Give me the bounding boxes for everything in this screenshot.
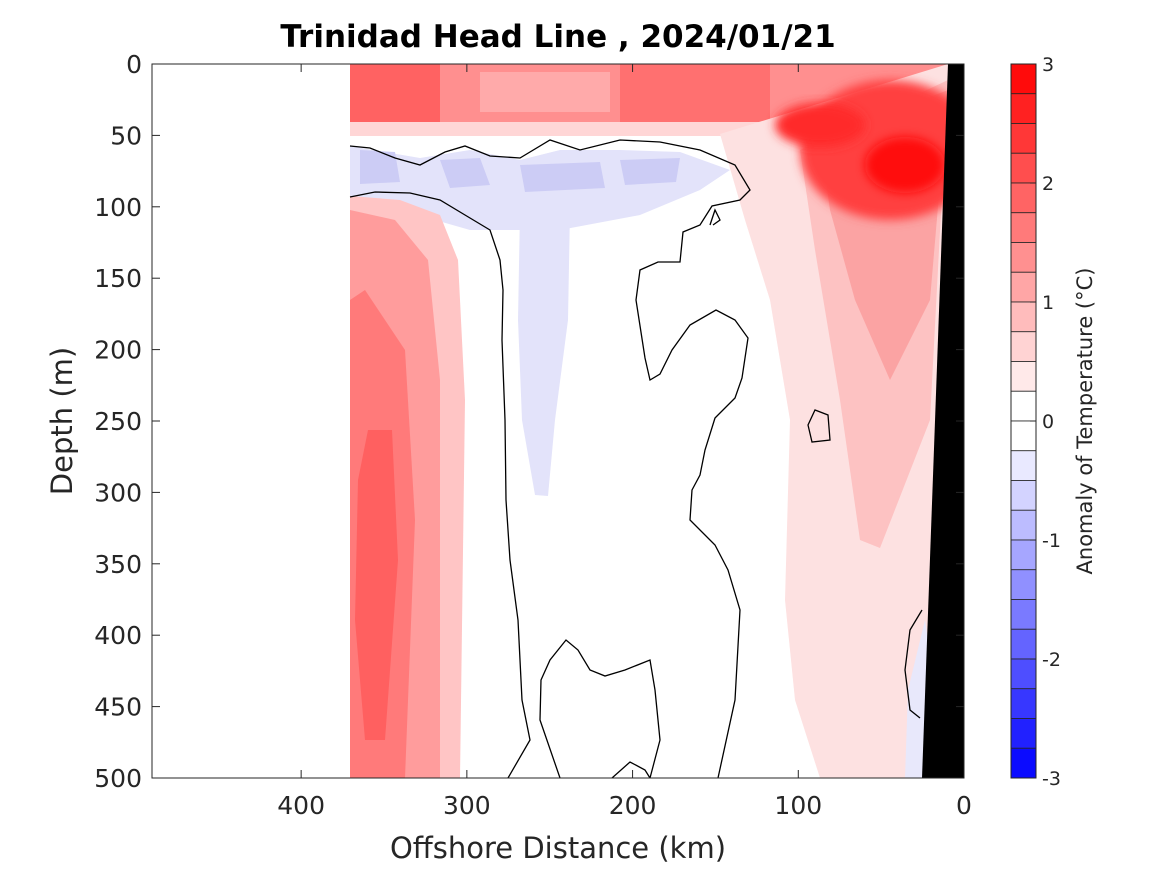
- colorbar-ticks: 3 2 1 0 -1 -2 -3: [1030, 54, 1061, 790]
- y-tick-label-350: 350: [94, 550, 142, 579]
- colorbar-swatch: [1010, 569, 1037, 600]
- y-tick-label-50: 50: [110, 121, 142, 150]
- y-tick-label-150: 150: [94, 264, 142, 293]
- y-tick-label-500: 500: [94, 764, 142, 793]
- cool-tongue: [518, 210, 570, 496]
- y-tick-label-0: 0: [126, 50, 142, 79]
- y-tick-label-300: 300: [94, 478, 142, 507]
- colorbar-swatch: [1010, 93, 1037, 124]
- y-tick-label-250: 250: [94, 407, 142, 436]
- y-tick-label-450: 450: [94, 693, 142, 722]
- colorbar-tick-label-1: 1: [1042, 292, 1054, 314]
- x-tick-marks: [300, 64, 965, 778]
- colorbar-swatch: [1010, 182, 1037, 214]
- anomaly-zero-contours: [349, 139, 923, 778]
- continental-slope-bathymetry: [922, 64, 964, 778]
- colorbar-swatch: [1010, 480, 1037, 511]
- anomaly-field: [349, 64, 964, 778]
- colorbar-swatch: [1010, 628, 1037, 660]
- colorbar: 3 2 1 0 -1 -2 -3 Anomaly of Temperature (°C): [1010, 54, 1097, 790]
- colorbar-swatch: [1010, 123, 1037, 154]
- y-tick-label-400: 400: [94, 621, 142, 650]
- surface-warm-core-center: [620, 64, 770, 124]
- colorbar-tick-label-0: 0: [1042, 411, 1054, 433]
- colorbar-swatch: [1010, 301, 1037, 333]
- colorbar-swatch: [1010, 599, 1037, 630]
- y-tick-labels: 0 50 100 150 200 250 300 350 400 450 500: [94, 50, 142, 793]
- nearshore-warm-core-upper: [775, 103, 865, 147]
- x-tick-labels: 400 300 200 100 0: [277, 791, 972, 820]
- x-axis-label: Offshore Distance (km): [390, 831, 726, 865]
- surface-near-zero-strip: [350, 122, 770, 136]
- colorbar-swatch: [1010, 509, 1037, 541]
- colorbar-swatch: [1010, 271, 1037, 303]
- colorbar-swatch: [1010, 152, 1037, 184]
- colorbar-swatch: [1010, 331, 1037, 362]
- x-tick-label-0: 0: [956, 791, 972, 820]
- offshore-warm-core-max: [355, 430, 398, 740]
- colorbar-swatch: [1010, 688, 1037, 719]
- colorbar-swatch: [1010, 390, 1037, 422]
- subsurface-cool-patches: [360, 150, 680, 192]
- colorbar-tick-label--1: -1: [1042, 530, 1061, 552]
- surface-warm-light-band: [480, 72, 610, 112]
- nearshore-warm-core-max: [865, 137, 945, 193]
- colorbar-tick-label-3: 3: [1042, 54, 1054, 76]
- colorbar-swatch: [1010, 747, 1037, 779]
- x-tick-label-300: 300: [443, 791, 491, 820]
- y-tick-label-100: 100: [94, 193, 142, 222]
- x-tick-label-400: 400: [277, 791, 325, 820]
- colorbar-label: Anomaly of Temperature (°C): [1073, 268, 1097, 575]
- colorbar-swatch: [1010, 539, 1037, 571]
- colorbar-tick-label-2: 2: [1042, 173, 1054, 195]
- y-axis-label: Depth (m): [45, 347, 79, 495]
- colorbar-swatch: [1010, 658, 1037, 690]
- chart-title: Trinidad Head Line , 2024/01/21: [280, 19, 835, 55]
- x-tick-label-200: 200: [609, 791, 657, 820]
- colorbar-tick-label--2: -2: [1042, 649, 1061, 671]
- colorbar-swatch: [1010, 420, 1037, 452]
- colorbar-tick-label--3: -3: [1042, 768, 1061, 790]
- colorbar-swatch: [1010, 63, 1037, 95]
- colorbar-swatch: [1010, 242, 1037, 273]
- x-tick-label-100: 100: [774, 791, 822, 820]
- plot-area: [151, 63, 965, 779]
- y-tick-marks: [152, 63, 964, 779]
- colorbar-swatch: [1010, 450, 1037, 481]
- colorbar-swatch: [1010, 361, 1037, 392]
- colorbar-swatch: [1010, 718, 1037, 749]
- colorbar-swatch: [1010, 212, 1037, 243]
- y-tick-label-200: 200: [94, 336, 142, 365]
